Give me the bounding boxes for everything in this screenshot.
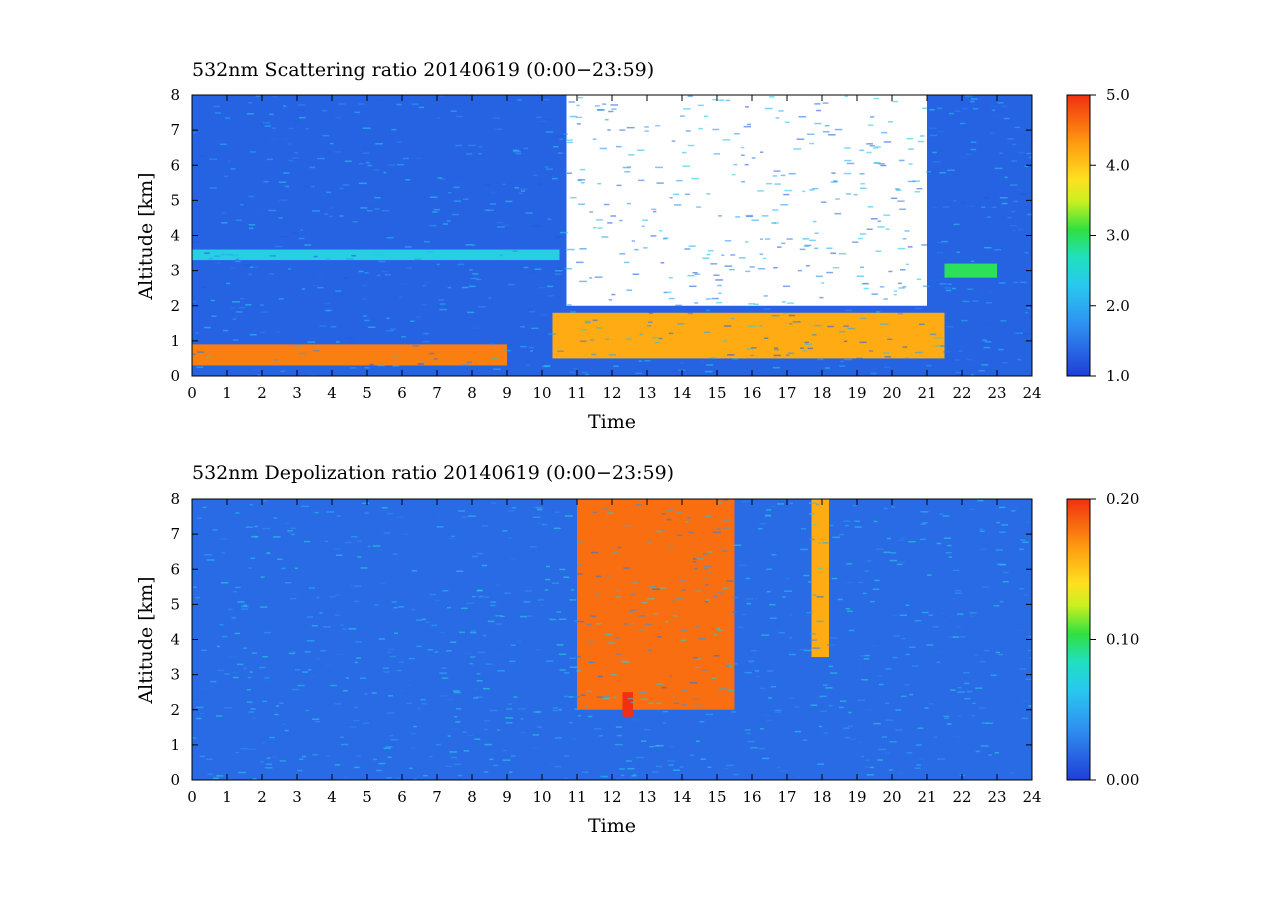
x-tick-label: 20 [882, 788, 901, 806]
x-tick-label: 5 [362, 384, 372, 402]
x-tick-label: 14 [672, 384, 691, 402]
y-tick-label: 8 [170, 490, 180, 508]
x-tick-label: 23 [987, 384, 1006, 402]
speckle-texture [192, 95, 1032, 376]
x-tick-label: 9 [502, 384, 512, 402]
y-tick-label: 5 [170, 191, 180, 209]
x-tick-label: 6 [397, 788, 407, 806]
x-axis-label: Time [588, 815, 636, 837]
panel-title: 532nm Scattering ratio 20140619 (0:00−23… [192, 59, 654, 81]
x-tick-label: 2 [257, 384, 267, 402]
colorbar-tick-label: 0.00 [1106, 771, 1139, 789]
feature-region-0 [192, 344, 507, 366]
y-tick-label: 4 [170, 227, 180, 245]
y-tick-label: 1 [170, 332, 180, 350]
y-tick-label: 3 [170, 666, 180, 684]
colorbar-tick-label: 4.0 [1106, 156, 1130, 174]
x-tick-label: 19 [847, 788, 866, 806]
colorbar-tick-label: 0.20 [1106, 490, 1139, 508]
x-tick-label: 17 [777, 384, 796, 402]
y-axis-label: Altitude [km] [135, 172, 157, 300]
x-tick-label: 21 [917, 788, 936, 806]
x-tick-label: 3 [292, 384, 302, 402]
x-tick-label: 4 [327, 384, 337, 402]
x-tick-label: 11 [567, 384, 586, 402]
colorbar-tick-label: 2.0 [1106, 297, 1130, 315]
colorbar: 0.00 0.10 0.20 [1066, 490, 1139, 789]
x-tick-label: 18 [812, 788, 831, 806]
x-tick-label: 3 [292, 788, 302, 806]
x-tick-label: 24 [1022, 788, 1041, 806]
y-tick-label: 7 [170, 121, 180, 139]
depolarization-ratio-field [192, 499, 1032, 780]
x-tick-label: 6 [397, 384, 407, 402]
x-tick-label: 15 [707, 384, 726, 402]
scattering-ratio-panel: 532nm Scattering ratio 20140619 (0:00−23… [135, 59, 1130, 433]
x-tick-label: 12 [602, 384, 621, 402]
x-tick-label: 9 [502, 788, 512, 806]
colorbar-tick-label: 0.10 [1106, 631, 1139, 649]
x-tick-label: 4 [327, 788, 337, 806]
x-tick-label: 22 [952, 384, 971, 402]
x-tick-label: 16 [742, 384, 761, 402]
colorbar-gradient [1066, 94, 1091, 377]
y-tick-label: 2 [170, 701, 180, 719]
y-tick-label: 5 [170, 595, 180, 613]
feature-region-1 [577, 499, 735, 710]
x-tick-label: 8 [467, 384, 477, 402]
x-tick-label: 14 [672, 788, 691, 806]
feature-region-2 [811, 499, 829, 658]
x-tick-label: 13 [637, 788, 656, 806]
x-tick-label: 10 [532, 384, 551, 402]
x-tick-label: 20 [882, 384, 901, 402]
y-tick-label: 6 [170, 560, 180, 578]
x-tick-label: 1 [222, 384, 232, 402]
x-tick-label: 10 [532, 788, 551, 806]
x-tick-label: 15 [707, 788, 726, 806]
x-tick-label: 16 [742, 788, 761, 806]
x-axis-label: Time [588, 411, 636, 433]
colorbar-tick-label: 1.0 [1106, 367, 1130, 385]
feature-region-3 [552, 312, 945, 359]
x-tick-label: 19 [847, 384, 866, 402]
x-tick-label: 2 [257, 788, 267, 806]
y-tick-label: 3 [170, 262, 180, 280]
colorbar: 1.0 2.0 3.0 4.0 5.0 [1066, 86, 1130, 385]
colorbar-tick-label: 3.0 [1106, 227, 1130, 245]
x-tick-label: 22 [952, 788, 971, 806]
x-tick-label: 12 [602, 788, 621, 806]
colorbar-tick-label: 5.0 [1106, 86, 1130, 104]
y-tick-label: 2 [170, 297, 180, 315]
x-tick-label: 18 [812, 384, 831, 402]
x-tick-label: 21 [917, 384, 936, 402]
y-tick-label: 7 [170, 525, 180, 543]
y-tick-label: 4 [170, 631, 180, 649]
x-tick-label: 23 [987, 788, 1006, 806]
panel-title: 532nm Depolization ratio 20140619 (0:00−… [192, 462, 674, 484]
scattering-ratio-field [192, 95, 1032, 376]
y-tick-label: 1 [170, 736, 180, 754]
x-tick-label: 11 [567, 788, 586, 806]
x-tick-label: 5 [362, 788, 372, 806]
x-tick-label: 8 [467, 788, 477, 806]
x-tick-label: 0 [187, 788, 197, 806]
y-tick-label: 0 [170, 771, 180, 789]
x-tick-label: 1 [222, 788, 232, 806]
feature-region-3 [622, 692, 633, 717]
feature-region-4 [944, 263, 997, 278]
y-tick-label: 0 [170, 367, 180, 385]
x-tick-label: 13 [637, 384, 656, 402]
depolarization-ratio-panel: 532nm Depolization ratio 20140619 (0:00−… [135, 462, 1139, 837]
x-tick-label: 7 [432, 384, 442, 402]
x-tick-label: 17 [777, 788, 796, 806]
x-tick-label: 7 [432, 788, 442, 806]
x-tick-label: 24 [1022, 384, 1041, 402]
speckle-texture [192, 499, 1032, 780]
y-axis-label: Altitude [km] [135, 576, 157, 704]
x-tick-label: 0 [187, 384, 197, 402]
y-tick-label: 8 [170, 86, 180, 104]
colorbar-gradient [1066, 498, 1091, 781]
y-tick-label: 6 [170, 156, 180, 174]
